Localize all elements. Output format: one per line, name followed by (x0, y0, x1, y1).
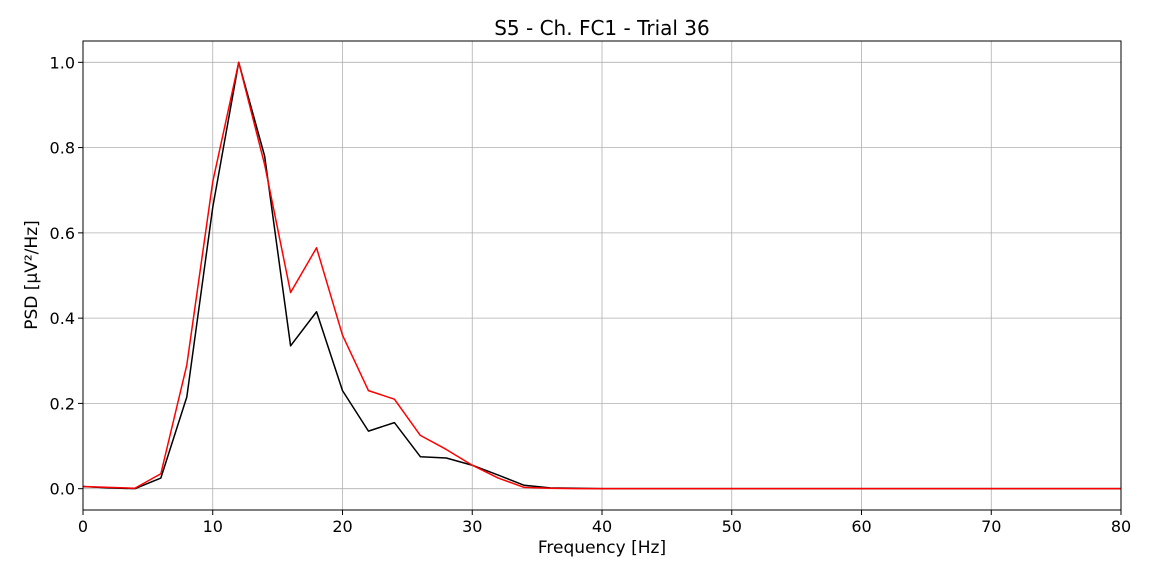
y-tick-label: 0.4 (50, 309, 75, 328)
x-tick-label: 80 (1111, 517, 1131, 536)
chart-title: S5 - Ch. FC1 - Trial 36 (494, 16, 710, 40)
y-tick-label: 1.0 (50, 53, 75, 72)
y-tick-label: 0.0 (50, 480, 75, 499)
x-tick-label: 0 (78, 517, 88, 536)
x-tick-label: 40 (592, 517, 612, 536)
grid-layer (82, 41, 1122, 510)
x-tick-label: 70 (981, 517, 1001, 536)
x-tick-label: 50 (722, 517, 742, 536)
x-tick-label: 60 (851, 517, 871, 536)
y-tick-label: 0.2 (50, 394, 75, 413)
y-tick-label: 0.8 (50, 139, 75, 158)
x-tick-label: 30 (462, 517, 482, 536)
x-tick-label: 10 (203, 517, 223, 536)
x-axis-label: Frequency [Hz] (538, 538, 666, 558)
x-axis-ticks: 0 10 20 30 40 50 60 70 80 (78, 510, 1131, 536)
x-tick-label: 20 (332, 517, 352, 536)
y-axis-ticks: 0.0 0.2 0.4 0.6 0.8 1.0 (50, 53, 83, 499)
series-line-2 (82, 61, 1121, 490)
series-layer (82, 61, 1121, 490)
y-axis-label: PSD [μV²/Hz] (22, 220, 42, 330)
y-tick-label: 0.6 (50, 224, 75, 243)
